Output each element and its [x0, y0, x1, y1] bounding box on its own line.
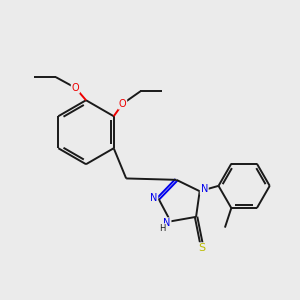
Text: O: O: [71, 83, 79, 93]
Text: N: N: [150, 193, 158, 203]
Text: N: N: [201, 184, 208, 194]
Text: N: N: [163, 218, 171, 228]
Text: O: O: [119, 99, 126, 109]
Text: S: S: [199, 243, 206, 253]
Text: H: H: [160, 224, 166, 233]
